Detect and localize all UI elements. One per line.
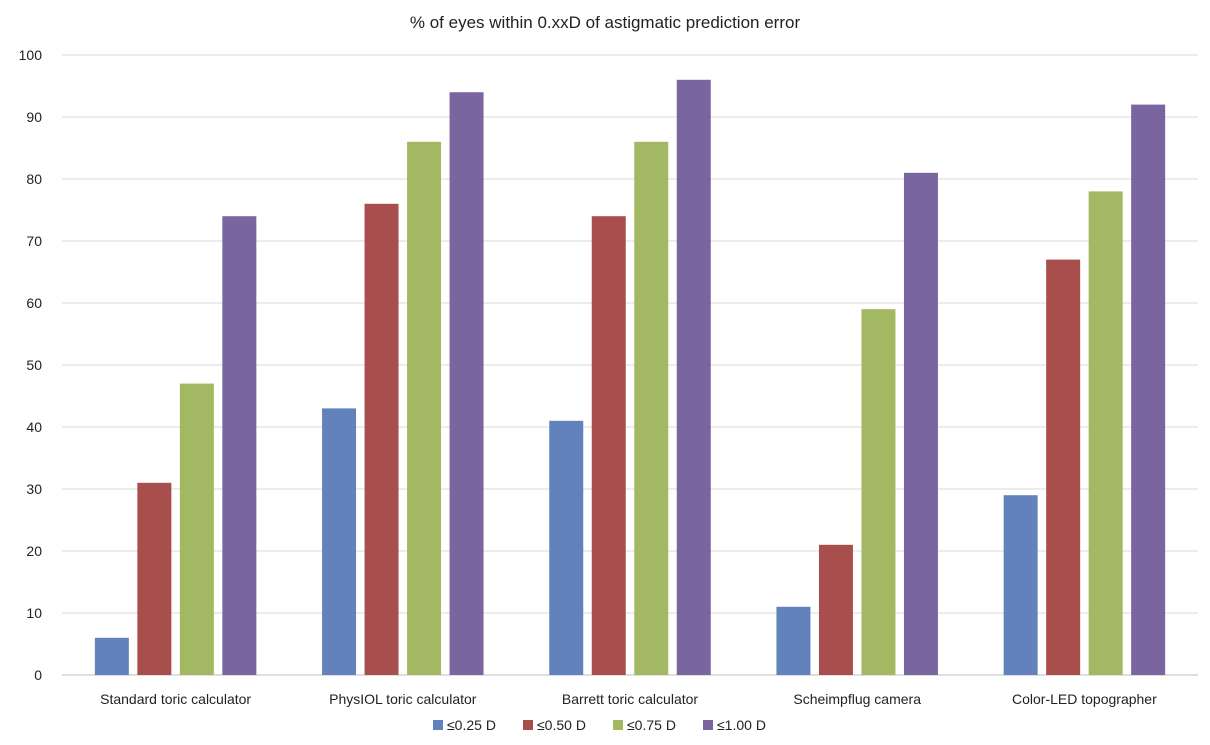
y-tick-label: 30: [26, 481, 42, 497]
x-axis-labels: Standard toric calculator PhysIOL toric c…: [100, 691, 1157, 707]
legend-swatch: [433, 720, 443, 730]
x-tick-label: Standard toric calculator: [100, 691, 251, 707]
bar: [137, 482, 172, 675]
x-tick-label: Scheimpflug camera: [793, 691, 921, 707]
y-tick-label: 40: [26, 419, 42, 435]
legend-swatch: [703, 720, 713, 730]
y-tick-label: 70: [26, 233, 42, 249]
y-tick-label: 100: [19, 47, 43, 63]
bar: [94, 637, 129, 675]
bar: [222, 216, 257, 675]
y-tick-label: 10: [26, 605, 42, 621]
bar: [322, 408, 357, 675]
bar: [1003, 495, 1038, 675]
legend-label: ≤0.75 D: [627, 717, 676, 733]
legend-swatch: [613, 720, 623, 730]
legend-label: ≤0.50 D: [537, 717, 586, 733]
bar: [676, 79, 711, 676]
bar: [364, 203, 399, 676]
bars: [94, 79, 1166, 676]
y-tick-label: 50: [26, 357, 42, 373]
legend: ≤0.25 D ≤0.50 D ≤0.75 D ≤1.00 D: [433, 717, 766, 733]
x-tick-label: Barrett toric calculator: [562, 691, 698, 707]
legend-label: ≤0.25 D: [447, 717, 496, 733]
y-axis-ticks: 0 10 20 30 40 50 60 70 80 90 100: [19, 47, 43, 683]
bar: [903, 172, 938, 676]
x-tick-label: Color-LED topographer: [1012, 691, 1157, 707]
y-tick-label: 20: [26, 543, 42, 559]
bar: [634, 141, 669, 676]
y-tick-label: 60: [26, 295, 42, 311]
bar: [861, 309, 896, 675]
bar: [407, 141, 442, 676]
bar: [549, 420, 584, 675]
bar: [179, 383, 214, 675]
bar: [1046, 259, 1081, 675]
bar: [776, 606, 811, 675]
bar: [591, 216, 626, 675]
x-tick-label: PhysIOL toric calculator: [329, 691, 477, 707]
legend-label: ≤1.00 D: [717, 717, 766, 733]
y-tick-label: 80: [26, 171, 42, 187]
bar: [1131, 104, 1166, 676]
bar: [449, 92, 484, 675]
legend-swatch: [523, 720, 533, 730]
y-tick-label: 0: [34, 667, 42, 683]
bar: [818, 544, 853, 675]
y-tick-label: 90: [26, 109, 42, 125]
bar: [1088, 191, 1123, 675]
chart-title: % of eyes within 0.xxD of astigmatic pre…: [410, 13, 801, 32]
